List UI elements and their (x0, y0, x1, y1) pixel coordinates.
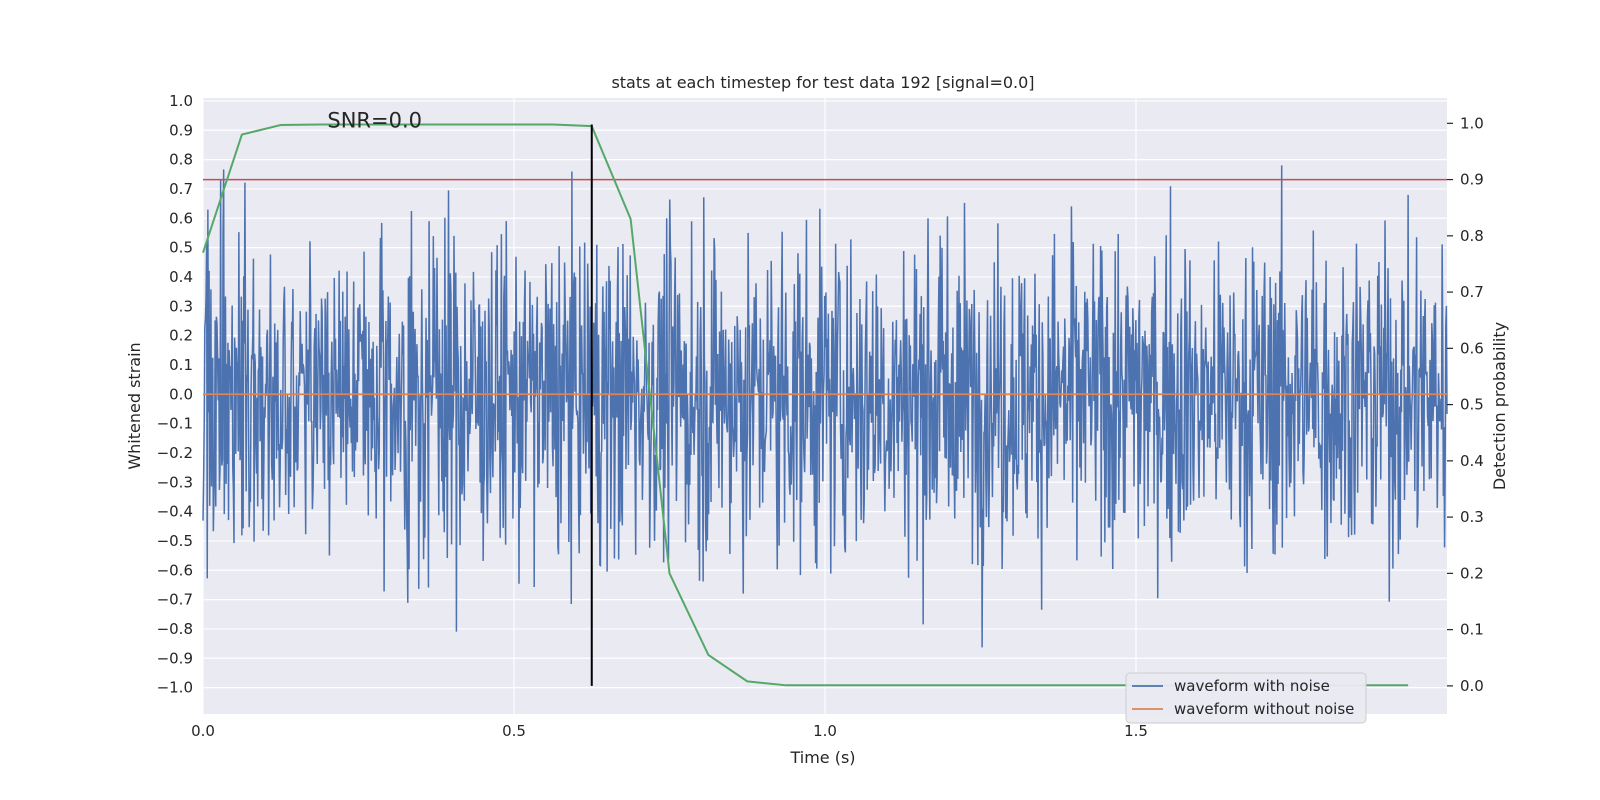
y-left-tick-label: −0.2 (157, 444, 193, 462)
snr-annotation: SNR=0.0 (327, 108, 422, 132)
legend: waveform with noise waveform without noi… (1125, 672, 1367, 724)
y-left-tick-label: −0.9 (157, 649, 193, 667)
y-left-tick-label: 0.6 (169, 209, 193, 227)
y-left-tick-label: 0.7 (169, 180, 193, 198)
y-left-tick-label: 0.8 (169, 151, 193, 169)
y-left-tick-label: 0.5 (169, 239, 193, 257)
y-right-tick-label: 1.0 (1460, 114, 1484, 132)
y-right-tick-label: 0.7 (1460, 283, 1484, 301)
y-left-tick-label: −0.4 (157, 503, 193, 521)
y-right-tick-label: 0.8 (1460, 227, 1484, 245)
y-left-tick-label: 0.2 (169, 327, 193, 345)
y-left-tick-label: −0.1 (157, 415, 193, 433)
y-left-tick-label: 0.4 (169, 268, 193, 286)
y-left-tick-label: 0.0 (169, 385, 193, 403)
legend-label-clean: waveform without noise (1174, 700, 1354, 718)
y-left-tick-label: 0.9 (169, 121, 193, 139)
y-right-axis-ticks: 1.0 0.9 0.8 0.7 0.6 0.5 0.4 0.3 0.2 0.1 0.0 (1447, 114, 1484, 695)
y-right-axis-title: Detection probability (1490, 322, 1509, 490)
chart-title: stats at each timestep for test data 192… (611, 73, 1034, 92)
y-right-tick-label: 0.2 (1460, 564, 1484, 582)
legend-box (1125, 672, 1367, 724)
y-left-tick-label: 0.3 (169, 297, 193, 315)
y-left-tick-label: −0.6 (157, 561, 193, 579)
y-left-axis-title: Whitened strain (125, 342, 144, 469)
x-axis-title: Time (s) (789, 748, 855, 767)
x-tick-label: 1.5 (1124, 722, 1148, 740)
y-left-tick-label: −0.7 (157, 591, 193, 609)
x-tick-label: 1.0 (813, 722, 837, 740)
series-waveform-with-noise (202, 165, 1448, 648)
y-left-tick-label: −0.8 (157, 620, 193, 638)
y-right-tick-label: 0.5 (1460, 396, 1484, 414)
legend-label-noise: waveform with noise (1174, 677, 1330, 695)
y-right-tick-label: 0.3 (1460, 508, 1484, 526)
y-right-tick-label: 0.4 (1460, 452, 1484, 470)
y-right-tick-label: 0.1 (1460, 621, 1484, 639)
y-left-tick-label: −0.5 (157, 532, 193, 550)
y-left-tick-label: 1.0 (169, 92, 193, 110)
y-left-tick-label: 0.1 (169, 356, 193, 374)
y-left-tick-label: −1.0 (157, 679, 193, 697)
y-left-tick-label: −0.3 (157, 473, 193, 491)
y-left-axis-ticks: 1.0 0.9 0.8 0.7 0.6 0.5 0.4 0.3 0.2 0.1 0.0 −0.1 −0.… (157, 92, 193, 697)
y-right-tick-label: 0.6 (1460, 339, 1484, 357)
x-axis-ticks: 0.0 0.5 1.0 1.5 (191, 722, 1148, 740)
x-tick-label: 0.0 (191, 722, 215, 740)
y-right-tick-label: 0.0 (1460, 677, 1484, 695)
x-tick-label: 0.5 (502, 722, 526, 740)
y-right-tick-label: 0.9 (1460, 171, 1484, 189)
